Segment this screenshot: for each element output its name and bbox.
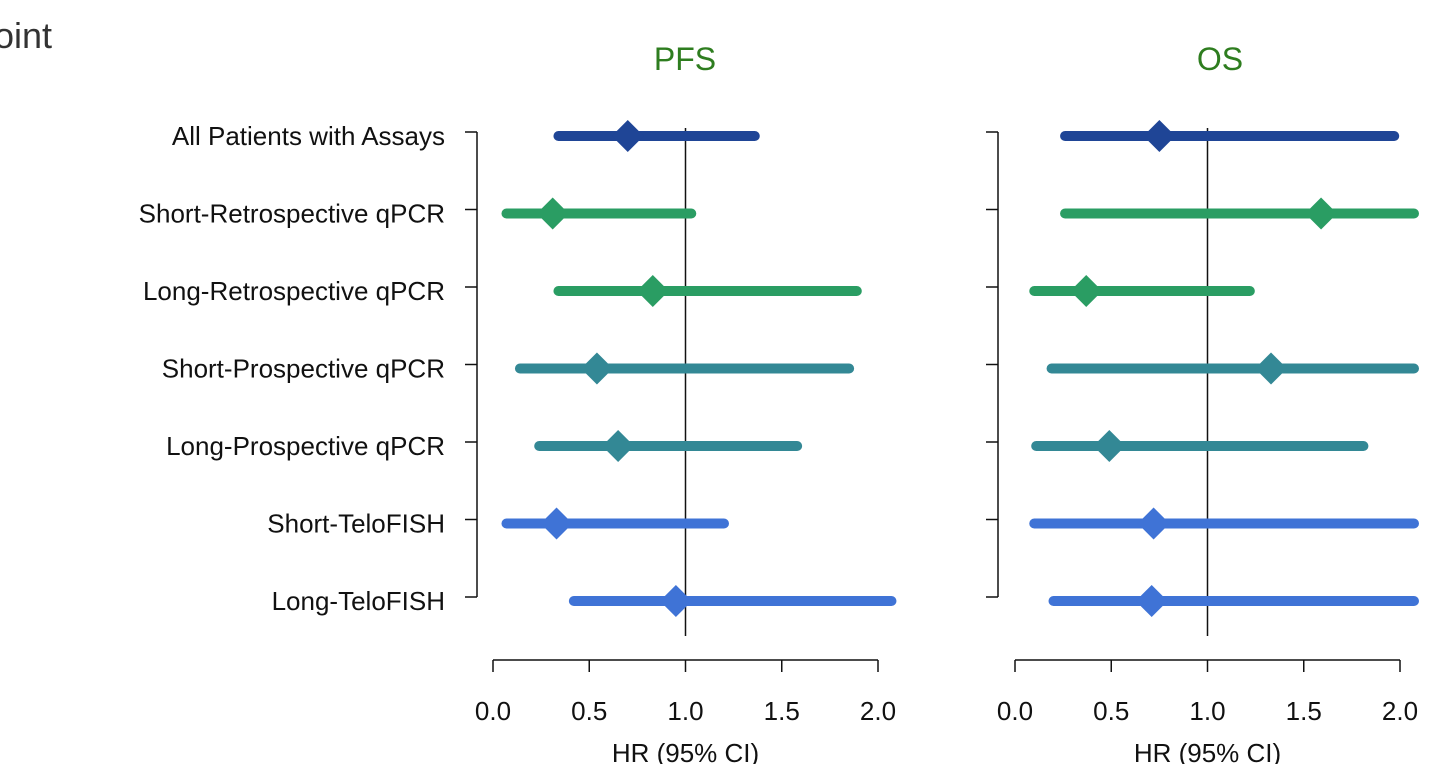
- row-label: Long-TeloFISH: [272, 586, 445, 616]
- hr-point: [1070, 275, 1103, 307]
- hr-point: [1143, 120, 1176, 152]
- row-label: Short-TeloFISH: [267, 509, 445, 539]
- hr-point: [636, 275, 669, 307]
- row-label: All Patients with Assays: [172, 121, 445, 151]
- hr-point: [1305, 197, 1338, 230]
- panel-title: OS: [1197, 41, 1243, 77]
- row-label: Short-Prospective qPCR: [162, 354, 445, 384]
- hr-point: [540, 507, 573, 540]
- row-label: Short-Retrospective qPCR: [139, 199, 445, 229]
- hr-point: [659, 585, 692, 617]
- chart-root: PFS All Patients with Assays Short-Retrosp…: [139, 41, 1419, 764]
- panel-pfs: PFS All Patients with Assays Short-Retrosp…: [139, 41, 897, 764]
- x-tick-label: 0.0: [997, 696, 1033, 726]
- hr-point: [536, 197, 569, 230]
- x-tick-label: 0.0: [475, 696, 511, 726]
- x-tick-label: 1.0: [1189, 696, 1225, 726]
- x-tick-label: 2.0: [860, 696, 896, 726]
- x-tick-label: 0.5: [1093, 696, 1129, 726]
- x-tick-label: 2.0: [1382, 696, 1418, 726]
- x-axis-title: HR (95% CI): [1134, 738, 1281, 764]
- hr-point: [580, 352, 613, 385]
- hr-point: [1255, 352, 1288, 385]
- panel-os: OS 0.0 0.5 1.0 1.5 2.0 HR (95% CI): [986, 41, 1419, 764]
- row-label: Long-Retrospective qPCR: [143, 276, 445, 306]
- hr-point: [1135, 585, 1168, 617]
- x-tick-label: 0.5: [571, 696, 607, 726]
- hr-point: [602, 430, 635, 462]
- x-tick-label: 1.0: [667, 696, 703, 726]
- x-tick-label: 1.5: [1286, 696, 1322, 726]
- x-axis-title: HR (95% CI): [612, 738, 759, 764]
- hr-point: [1137, 507, 1170, 540]
- row-label: Long-Prospective qPCR: [166, 431, 445, 461]
- x-tick-label: 1.5: [764, 696, 800, 726]
- hr-point: [611, 120, 644, 152]
- hr-point: [1093, 430, 1126, 462]
- page-title: oint: [0, 15, 52, 56]
- panel-title: PFS: [654, 41, 716, 77]
